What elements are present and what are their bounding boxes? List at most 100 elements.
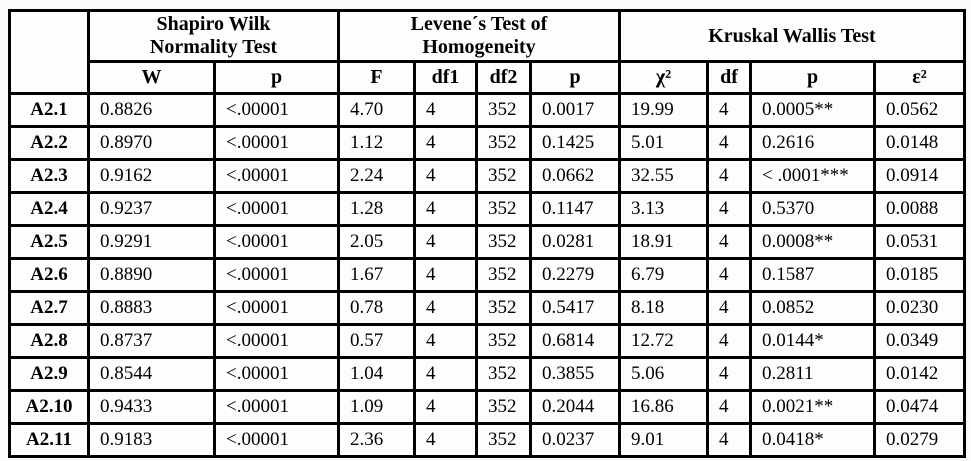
cell: 4 bbox=[706, 323, 752, 359]
cell: 0.0562 bbox=[873, 92, 966, 128]
cell: 19.99 bbox=[618, 92, 709, 128]
cell: 2.24 bbox=[337, 158, 416, 194]
cell: 4 bbox=[413, 290, 478, 326]
row-label: A2.4 bbox=[8, 191, 90, 227]
cell: 352 bbox=[475, 257, 532, 293]
cell: 0.5370 bbox=[749, 191, 876, 227]
cell: 0.9433 bbox=[87, 389, 216, 425]
cell: 0.0142 bbox=[873, 356, 966, 392]
cell: 0.0144* bbox=[749, 323, 876, 359]
col-header-kw-p: p bbox=[749, 60, 876, 95]
cell: 352 bbox=[475, 356, 532, 392]
cell: 0.1587 bbox=[749, 257, 876, 293]
cell: 1.12 bbox=[337, 125, 416, 161]
cell: 12.72 bbox=[618, 323, 709, 359]
group-header-line: Kruskal Wallis Test bbox=[708, 24, 876, 47]
group-header-line: Levene´s Test of bbox=[410, 13, 548, 36]
cell: 4 bbox=[706, 257, 752, 293]
cell: 0.8826 bbox=[87, 92, 216, 128]
cell: 0.8970 bbox=[87, 125, 216, 161]
cell: <.00001 bbox=[213, 125, 340, 161]
cell: <.00001 bbox=[213, 422, 340, 458]
cell: 16.86 bbox=[618, 389, 709, 425]
cell: 4 bbox=[413, 389, 478, 425]
cell: 0.9237 bbox=[87, 191, 216, 227]
cell: 352 bbox=[475, 191, 532, 227]
col-header-chi-squared: χ² bbox=[618, 60, 709, 95]
cell: 4 bbox=[413, 158, 478, 194]
corner-cell bbox=[8, 9, 90, 95]
cell: 352 bbox=[475, 92, 532, 128]
cell: 0.9291 bbox=[87, 224, 216, 260]
cell: 4 bbox=[706, 389, 752, 425]
row-label: A2.11 bbox=[8, 422, 90, 458]
cell: 0.8883 bbox=[87, 290, 216, 326]
cell: 6.79 bbox=[618, 257, 709, 293]
row-label: A2.2 bbox=[8, 125, 90, 161]
cell: 0.9162 bbox=[87, 158, 216, 194]
cell: 0.5417 bbox=[529, 290, 621, 326]
cell: 1.04 bbox=[337, 356, 416, 392]
cell: 0.0230 bbox=[873, 290, 966, 326]
cell: 0.0531 bbox=[873, 224, 966, 260]
cell: 8.18 bbox=[618, 290, 709, 326]
cell: <.00001 bbox=[213, 290, 340, 326]
col-header-df1: df1 bbox=[413, 60, 478, 95]
col-header-kw-df: df bbox=[706, 60, 752, 95]
table-row: A2.8 0.8737 <.00001 0.57 4 352 0.6814 12… bbox=[8, 323, 966, 359]
cell: 9.01 bbox=[618, 422, 709, 458]
cell: 352 bbox=[475, 158, 532, 194]
col-header-w: W bbox=[87, 60, 216, 95]
cell: 5.06 bbox=[618, 356, 709, 392]
cell: 0.0474 bbox=[873, 389, 966, 425]
cell: 0.8544 bbox=[87, 356, 216, 392]
cell: 4 bbox=[413, 224, 478, 260]
cell: 0.0237 bbox=[529, 422, 621, 458]
cell: 0.9183 bbox=[87, 422, 216, 458]
cell: 0.57 bbox=[337, 323, 416, 359]
cell: 0.0088 bbox=[873, 191, 966, 227]
group-header-line: Normality Test bbox=[149, 36, 278, 58]
cell: <.00001 bbox=[213, 224, 340, 260]
cell: <.00001 bbox=[213, 389, 340, 425]
cell: 32.55 bbox=[618, 158, 709, 194]
cell: 0.0017 bbox=[529, 92, 621, 128]
col-header-sw-p: p bbox=[213, 60, 340, 95]
cell: 5.01 bbox=[618, 125, 709, 161]
table-row: A2.7 0.8883 <.00001 0.78 4 352 0.5417 8.… bbox=[8, 290, 966, 326]
cell: 0.2811 bbox=[749, 356, 876, 392]
cell: 0.2616 bbox=[749, 125, 876, 161]
group-header-shapiro-wilk: Shapiro Wilk Normality Test bbox=[87, 9, 340, 63]
cell: 4 bbox=[413, 92, 478, 128]
cell: 4 bbox=[706, 191, 752, 227]
cell: <.00001 bbox=[213, 92, 340, 128]
cell: 0.8890 bbox=[87, 257, 216, 293]
cell: <.00001 bbox=[213, 323, 340, 359]
cell: 0.1147 bbox=[529, 191, 621, 227]
table-row: A2.1 0.8826 <.00001 4.70 4 352 0.0017 19… bbox=[8, 92, 966, 128]
group-header-line: Homogeneity bbox=[422, 36, 536, 58]
cell: 0.0852 bbox=[749, 290, 876, 326]
cell: 0.0185 bbox=[873, 257, 966, 293]
row-label: A2.8 bbox=[8, 323, 90, 359]
cell: 4 bbox=[413, 422, 478, 458]
cell: 4 bbox=[706, 92, 752, 128]
cell: 4 bbox=[706, 158, 752, 194]
cell: < .0001*** bbox=[749, 158, 876, 194]
table-row: A2.5 0.9291 <.00001 2.05 4 352 0.0281 18… bbox=[8, 224, 966, 260]
group-header-levene: Levene´s Test of Homogeneity bbox=[337, 9, 621, 63]
cell: <.00001 bbox=[213, 257, 340, 293]
cell: 4 bbox=[413, 356, 478, 392]
cell: 1.67 bbox=[337, 257, 416, 293]
table-row: A2.4 0.9237 <.00001 1.28 4 352 0.1147 3.… bbox=[8, 191, 966, 227]
cell: 4 bbox=[413, 323, 478, 359]
cell: 0.2279 bbox=[529, 257, 621, 293]
cell: 4 bbox=[706, 290, 752, 326]
table-row: A2.11 0.9183 <.00001 2.36 4 352 0.0237 9… bbox=[8, 422, 966, 458]
row-label: A2.3 bbox=[8, 158, 90, 194]
cell: 3.13 bbox=[618, 191, 709, 227]
table-row: A2.9 0.8544 <.00001 1.04 4 352 0.3855 5.… bbox=[8, 356, 966, 392]
row-label: A2.1 bbox=[8, 92, 90, 128]
cell: 0.2044 bbox=[529, 389, 621, 425]
cell: 0.3855 bbox=[529, 356, 621, 392]
